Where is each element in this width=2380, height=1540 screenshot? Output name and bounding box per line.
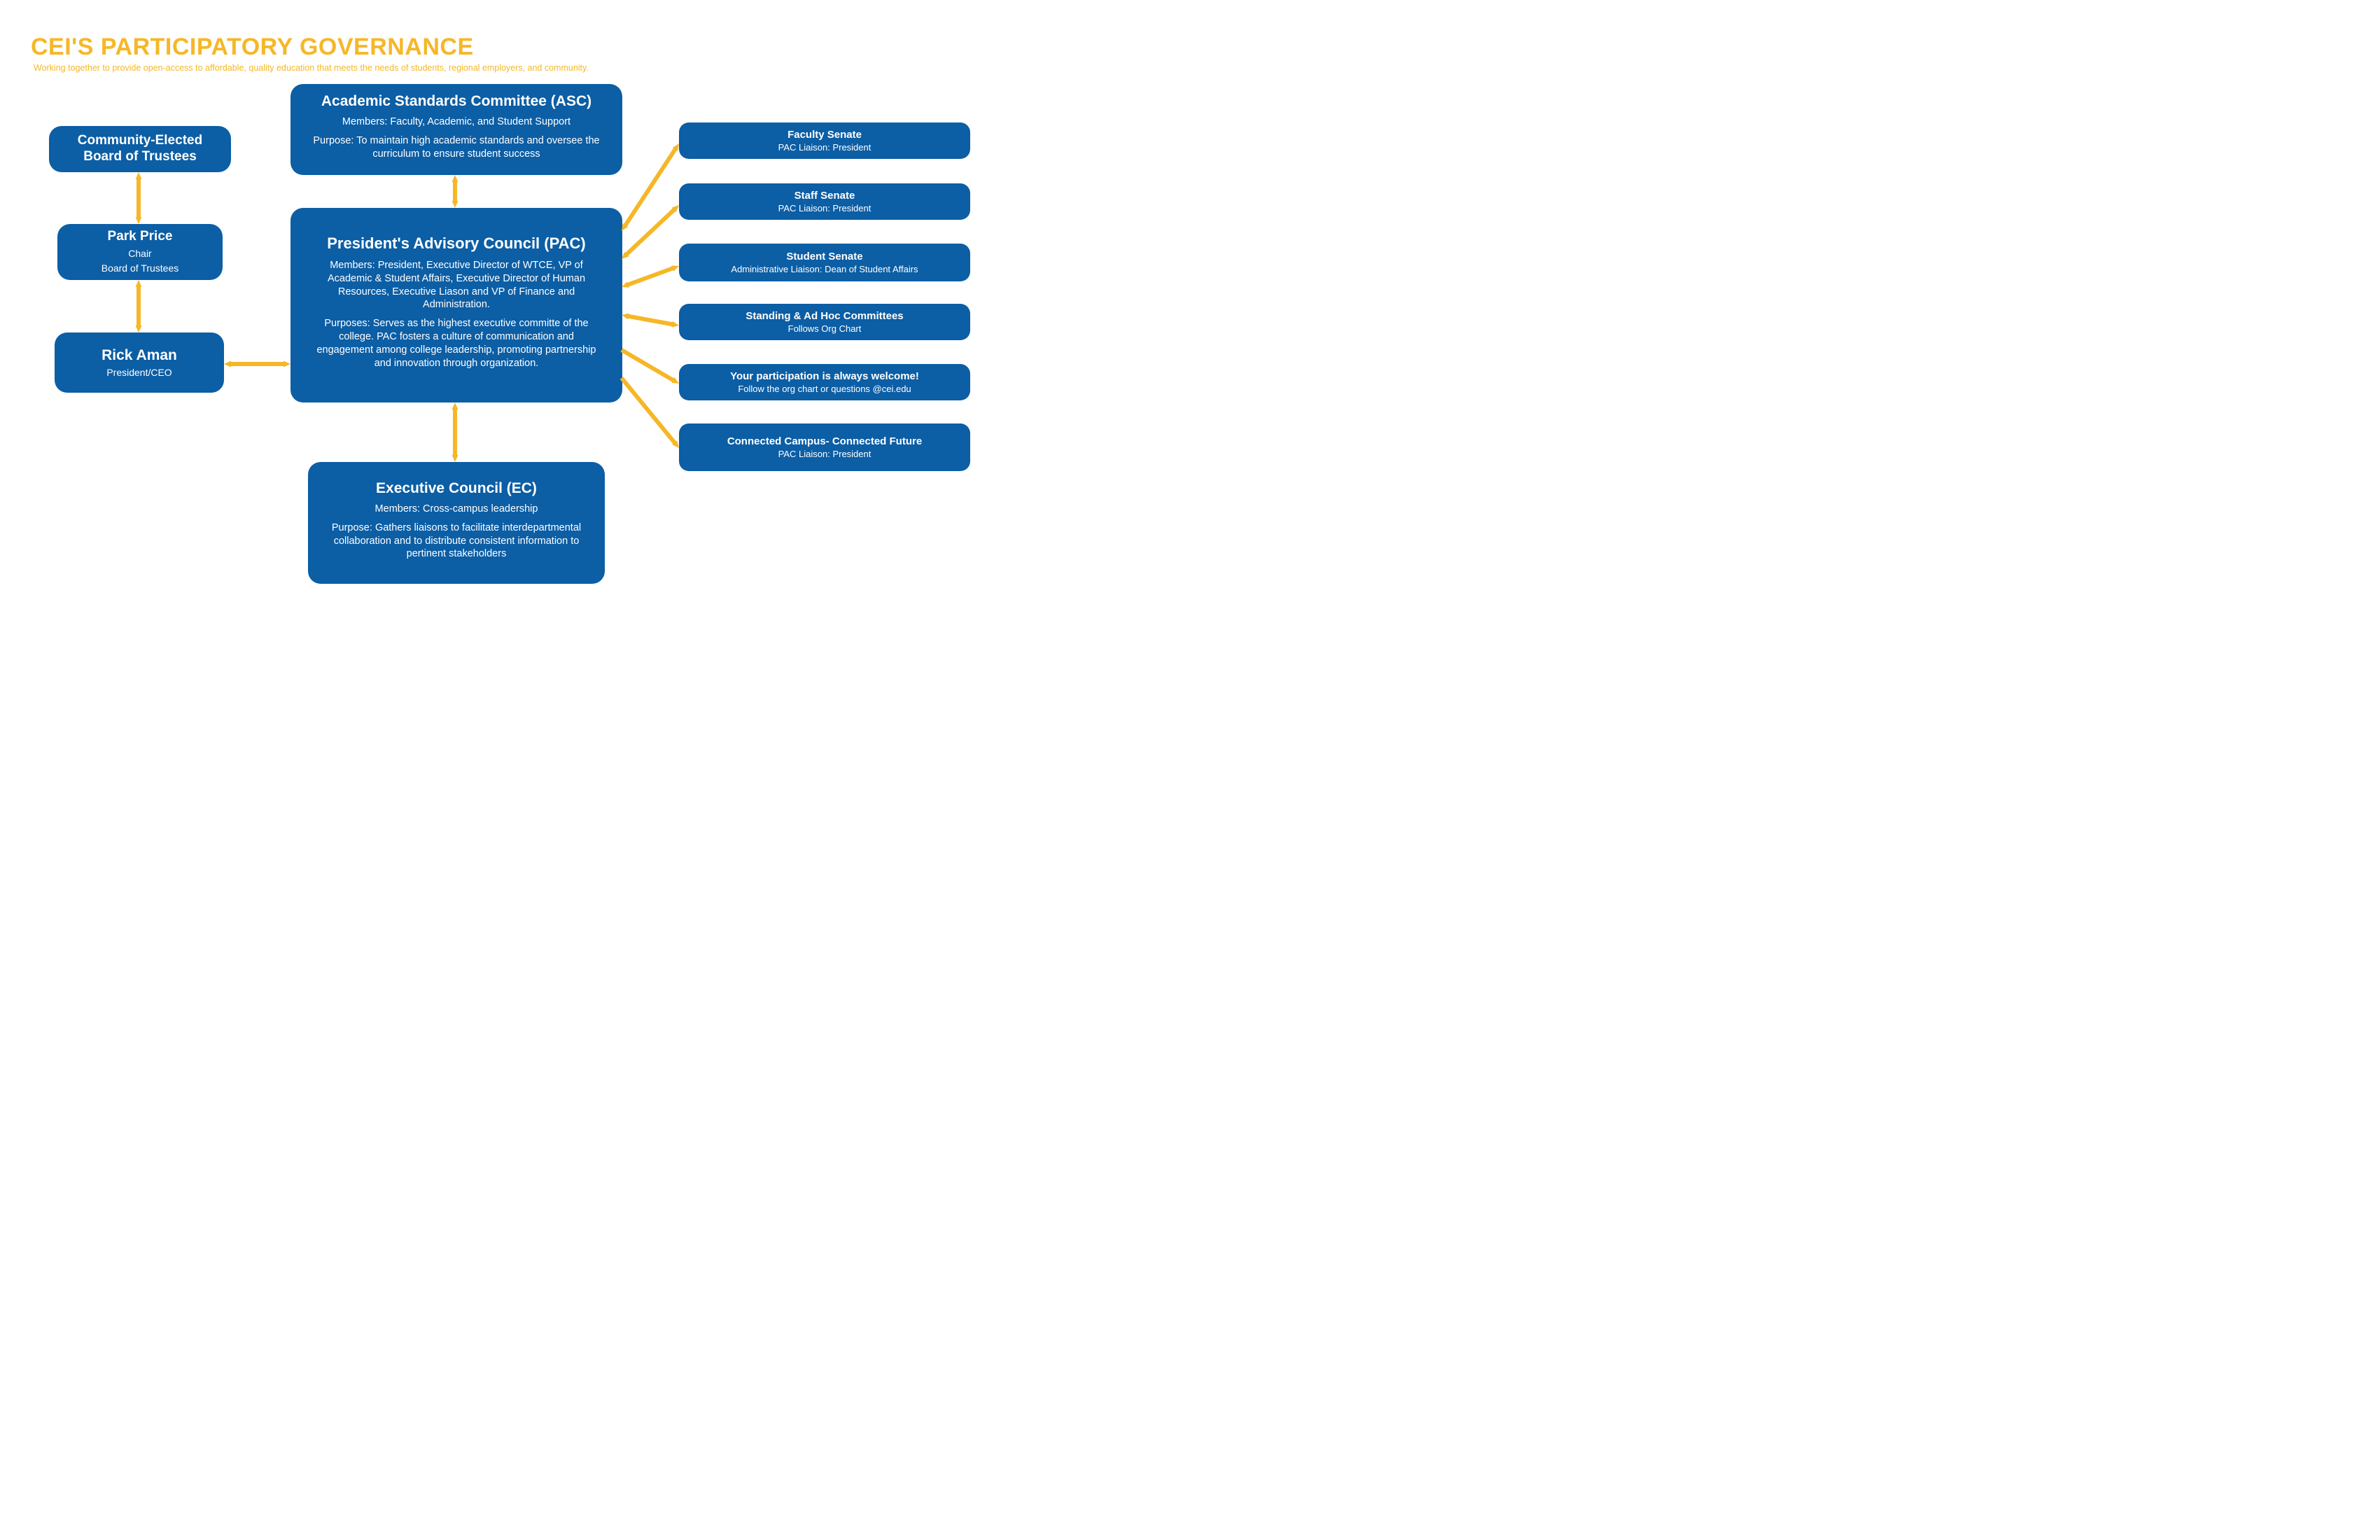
staff-senate-pill: Staff Senate PAC Liaison: President [679, 183, 970, 220]
ec-title: Executive Council (EC) [376, 479, 537, 497]
pill0-title: Faculty Senate [687, 129, 962, 141]
pill2-sub: Administrative Liaison: Dean of Student … [687, 264, 962, 275]
pac-box: President's Advisory Council (PAC) Membe… [290, 208, 622, 402]
pac-members-label: Members [330, 260, 372, 271]
ec-members: Cross-campus leadership [423, 503, 538, 514]
pill0-sub: PAC Liaison: President [687, 142, 962, 153]
pac-purposes-label: Purposes [324, 318, 367, 329]
pill1-sub: PAC Liaison: President [687, 203, 962, 214]
ec-purpose-label: Purpose [332, 522, 370, 533]
president-box: Rick Aman President/CEO [55, 332, 224, 393]
asc-purpose-label: Purpose [313, 135, 351, 146]
pac-body: Members: President, Executive Director o… [312, 259, 601, 376]
asc-members: Faculty, Academic, and Student Support [390, 116, 570, 127]
ec-members-label: Members [375, 503, 417, 514]
pill5-sub: PAC Liaison: President [687, 449, 962, 460]
standing-committees-pill: Standing & Ad Hoc Committees Follows Org… [679, 304, 970, 340]
pac-title: President's Advisory Council (PAC) [327, 234, 586, 253]
pill4-sub: Follow the org chart or questions @cei.e… [687, 384, 962, 395]
pill1-title: Staff Senate [687, 190, 962, 202]
pill3-sub: Follows Org Chart [687, 323, 962, 335]
participation-pill: Your participation is always welcome! Fo… [679, 364, 970, 400]
board-chair-box: Park Price Chair Board of Trustees [57, 224, 223, 280]
asc-box: Academic Standards Committee (ASC) Membe… [290, 84, 622, 175]
board-of-trustees-box: Community-Elected Board of Trustees [49, 126, 231, 172]
page-subtitle: Working together to provide open-access … [34, 63, 589, 73]
chair-role2: Board of Trustees [102, 262, 179, 275]
connected-campus-pill: Connected Campus- Connected Future PAC L… [679, 424, 970, 471]
pill4-title: Your participation is always welcome! [687, 370, 962, 382]
asc-body: Members: Faculty, Academic, and Student … [310, 115, 603, 167]
president-name: Rick Aman [102, 346, 177, 364]
asc-purpose: To maintain high academic standards and … [356, 135, 599, 160]
board-line2: Board of Trustees [83, 149, 197, 165]
board-line1: Community-Elected [78, 133, 202, 149]
president-role: President/CEO [106, 367, 172, 379]
asc-members-label: Members [342, 116, 384, 127]
asc-title: Academic Standards Committee (ASC) [321, 92, 592, 110]
ec-box: Executive Council (EC) Members: Cross-ca… [308, 462, 605, 584]
faculty-senate-pill: Faculty Senate PAC Liaison: President [679, 122, 970, 159]
student-senate-pill: Student Senate Administrative Liaison: D… [679, 244, 970, 281]
pill5-title: Connected Campus- Connected Future [687, 435, 962, 447]
pill3-title: Standing & Ad Hoc Committees [687, 310, 962, 322]
ec-body: Members: Cross-campus leadership Purpose… [329, 503, 584, 566]
ec-purpose: Gathers liaisons to facilitate interdepa… [334, 522, 581, 560]
pill2-title: Student Senate [687, 251, 962, 262]
chair-role1: Chair [128, 248, 151, 260]
chair-name: Park Price [108, 229, 173, 245]
page-title: CEI'S PARTICIPATORY GOVERNANCE [31, 34, 474, 61]
